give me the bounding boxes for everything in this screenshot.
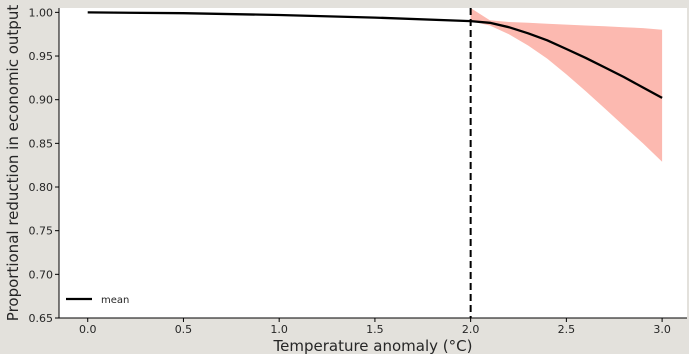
- axes: [58, 8, 687, 319]
- y-tick-label: 0.80: [29, 181, 54, 194]
- x-tick-label: 0.0: [79, 323, 97, 336]
- series-line-mean: [87, 11, 663, 99]
- series-line-layer: [87, 11, 663, 99]
- legend-label-mean: mean: [101, 295, 129, 306]
- y-tick-label: 1.00: [29, 6, 54, 19]
- x-tick-label: 3.0: [653, 323, 671, 336]
- y-tick-label: 0.70: [29, 268, 54, 281]
- y-tick-label: 0.85: [29, 137, 54, 150]
- x-axis-ticks: 0.0 0.5 1.0 1.5 2.0 2.5 3.0: [79, 318, 671, 336]
- legend: mean: [66, 295, 129, 306]
- y-tick-label: 0.95: [29, 50, 54, 63]
- x-tick-label: 1.0: [270, 323, 288, 336]
- confidence-band-layer: [470, 8, 663, 162]
- x-axis-label: Temperature anomaly (°C): [273, 337, 473, 354]
- y-axis-label: Proportional reduction in economic outpu…: [4, 5, 22, 322]
- y-tick-label: 0.90: [29, 94, 54, 107]
- y-tick-label: 0.75: [29, 225, 54, 238]
- x-tick-label: 2.0: [462, 323, 480, 336]
- y-tick-label: 0.65: [29, 312, 54, 325]
- y-axis-ticks: 0.65 0.70 0.75 0.80 0.85 0.90 0.95 1.00: [29, 6, 59, 325]
- x-tick-label: 1.5: [366, 323, 384, 336]
- x-tick-label: 2.5: [558, 323, 576, 336]
- x-tick-label: 0.5: [175, 323, 193, 336]
- confidence-band: [470, 8, 663, 162]
